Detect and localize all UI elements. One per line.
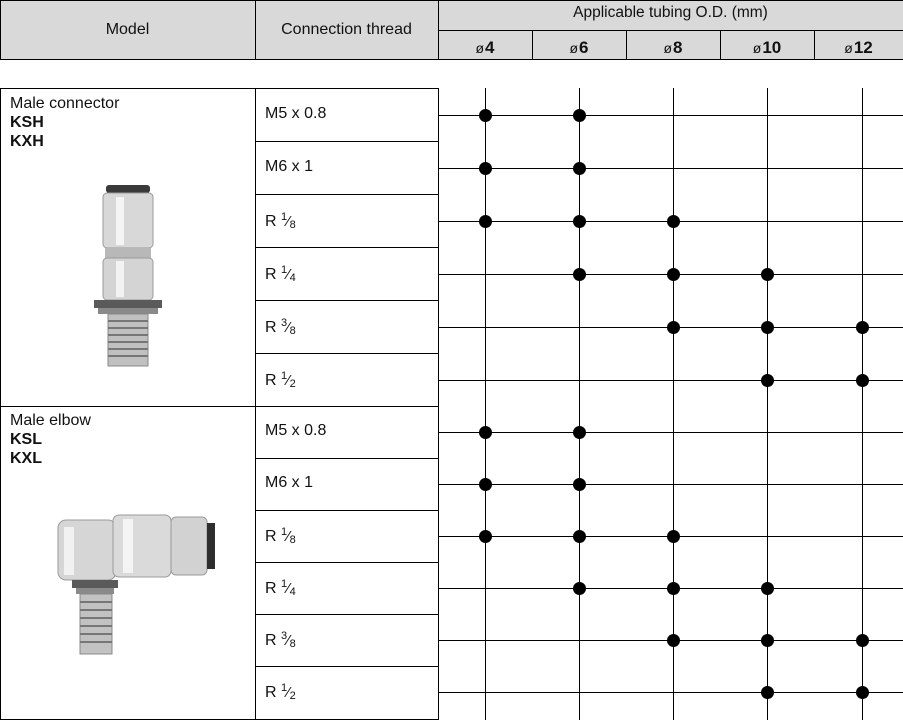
fraction-slash: ⁄ — [287, 632, 290, 649]
thread-label: R 1⁄8 — [265, 526, 296, 546]
compatibility-dot — [761, 686, 774, 699]
model-name: Male connector — [10, 95, 120, 112]
model-code: KXH — [10, 133, 44, 150]
compatibility-dot — [761, 634, 774, 647]
compatibility-dot — [667, 530, 680, 543]
thread-denominator: 8 — [289, 324, 296, 337]
compatibility-dot — [761, 268, 774, 281]
thread-denominator: 4 — [289, 271, 296, 284]
compatibility-dot — [573, 162, 586, 175]
header-diameter-4: ø4 — [475, 38, 495, 57]
model-code: KXL — [10, 450, 42, 467]
thread-label: M6 x 1 — [265, 157, 314, 175]
thread-denominator: 8 — [289, 218, 296, 231]
fraction-slash: ⁄ — [287, 318, 290, 336]
thread-label: M5 x 0.8 — [265, 104, 327, 122]
compatibility-dot — [667, 634, 680, 647]
compatibility-dot — [479, 426, 492, 439]
thread-denominator: 8 — [289, 534, 296, 546]
thread-denominator: 4 — [289, 586, 296, 598]
thread-prefix: R — [265, 632, 281, 649]
thread-numerator: 1 — [281, 263, 288, 276]
compatibility-dot — [856, 686, 869, 699]
thread-numerator: 1 — [281, 526, 288, 538]
thread-label: R 1⁄2 — [265, 370, 296, 390]
compatibility-dot — [667, 268, 680, 281]
compatibility-dot — [479, 162, 492, 175]
compatibility-dot — [856, 321, 869, 334]
compatibility-dot — [573, 478, 586, 491]
compatibility-dot — [761, 582, 774, 595]
header-tubing-od: Applicable tubing O.D. (mm) — [573, 4, 768, 21]
compatibility-dot — [479, 530, 492, 543]
compatibility-dot — [761, 321, 774, 334]
thread-label: M5 x 0.8 — [265, 422, 327, 439]
thread-label: R 3⁄8 — [265, 317, 296, 337]
thread-prefix: R — [265, 265, 281, 283]
header-diameter-8: ø8 — [663, 38, 683, 57]
compatibility-dot — [573, 530, 586, 543]
compatibility-dot — [667, 321, 680, 334]
thread-numerator: 1 — [281, 210, 288, 223]
body-borders — [0, 88, 439, 720]
compatibility-dot — [573, 426, 586, 439]
thread-prefix: R — [265, 212, 281, 230]
thread-label: R 1⁄2 — [265, 682, 296, 702]
compatibility-dot — [479, 109, 492, 122]
thread-prefix: R — [265, 371, 281, 389]
model-code: KSH — [10, 114, 44, 131]
thread-label: M6 x 1 — [265, 474, 314, 491]
fraction-slash: ⁄ — [287, 265, 290, 283]
thread-denominator: 2 — [289, 690, 296, 702]
fraction-slash: ⁄ — [287, 684, 290, 701]
thread-prefix: R — [265, 684, 281, 701]
compatibility-dot — [479, 215, 492, 228]
compatibility-dot — [856, 374, 869, 387]
compatibility-dot — [479, 478, 492, 491]
header-diameter-6: ø6 — [569, 38, 589, 57]
fraction-slash: ⁄ — [287, 371, 290, 389]
thread-denominator: 8 — [289, 638, 296, 650]
compatibility-dot — [573, 582, 586, 595]
header-connection-thread: Connection thread — [281, 21, 412, 38]
fraction-slash: ⁄ — [287, 528, 290, 545]
thread-label: R 1⁄4 — [265, 578, 296, 598]
model-name: Male elbow — [10, 412, 91, 429]
thread-numerator: 1 — [281, 578, 288, 590]
model-male-connector: Male connector KSH KXH — [10, 94, 119, 151]
thread-prefix: R — [265, 318, 281, 336]
fraction-slash: ⁄ — [287, 580, 290, 597]
compatibility-dot — [573, 215, 586, 228]
thread-denominator: 2 — [289, 377, 296, 390]
compatibility-dot — [856, 634, 869, 647]
male-connector-image — [94, 185, 162, 367]
compatibility-dot — [573, 109, 586, 122]
compatibility-dot — [573, 268, 586, 281]
header-borders — [0, 0, 903, 60]
header-diameter-12: ø12 — [844, 38, 873, 57]
model-male-elbow: Male elbow KSL KXL — [10, 411, 91, 468]
thread-numerator: 3 — [281, 630, 288, 642]
male-elbow-image — [57, 514, 215, 655]
compatibility-dot — [667, 215, 680, 228]
thread-prefix: R — [265, 528, 281, 545]
header-model: Model — [105, 21, 150, 38]
thread-numerator: 1 — [281, 682, 288, 694]
thread-prefix: R — [265, 580, 281, 597]
thread-numerator: 3 — [281, 316, 288, 329]
header-diameter-10: ø10 — [752, 38, 782, 57]
fraction-slash: ⁄ — [287, 212, 290, 230]
compatibility-dot — [761, 374, 774, 387]
thread-label: R 3⁄8 — [265, 630, 296, 650]
thread-label: R 1⁄8 — [265, 211, 296, 231]
thread-label: R 1⁄4 — [265, 264, 296, 284]
model-code: KSL — [10, 431, 42, 448]
compatibility-dot — [667, 582, 680, 595]
thread-numerator: 1 — [281, 369, 288, 382]
